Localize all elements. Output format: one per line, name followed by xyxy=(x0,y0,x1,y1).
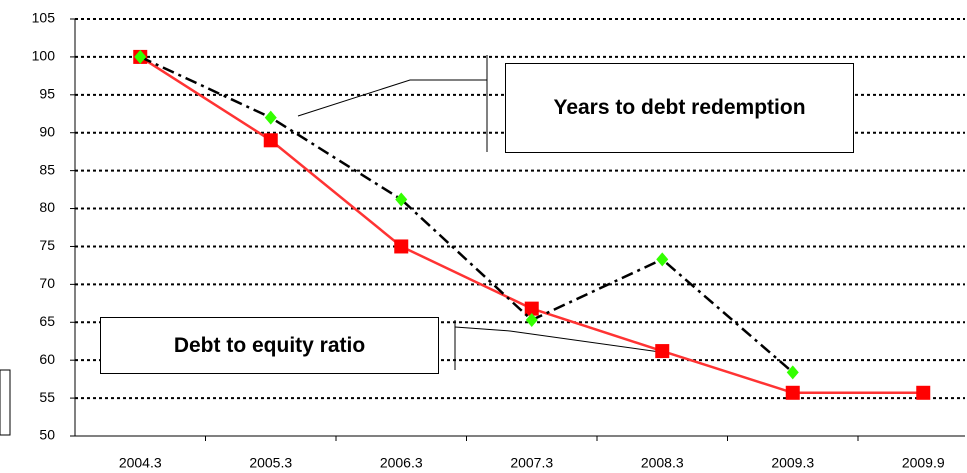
marker xyxy=(785,385,800,400)
marker xyxy=(394,239,409,254)
x-tick-label: 2008.3 xyxy=(641,455,684,471)
y-tick-label: 80 xyxy=(39,199,55,215)
x-tick-label: 2005.3 xyxy=(249,455,292,471)
x-tick-label: 2009.3 xyxy=(771,455,814,471)
y-tick-label: 105 xyxy=(32,10,56,26)
cropped-box xyxy=(0,369,11,436)
series-line xyxy=(139,55,794,374)
marker xyxy=(916,385,931,400)
y-tick-label: 100 xyxy=(32,48,56,64)
series-label: Debt to equity ratio xyxy=(100,317,439,374)
marker xyxy=(395,192,408,207)
y-tick-label: 60 xyxy=(39,351,55,367)
marker xyxy=(524,301,539,316)
x-tick-label: 2006.3 xyxy=(380,455,423,471)
y-tick-label: 65 xyxy=(39,313,55,329)
x-tick-label: 2004.3 xyxy=(119,455,162,471)
y-tick-label: 85 xyxy=(39,161,55,177)
marker xyxy=(264,110,277,125)
marker xyxy=(263,133,278,148)
y-tick-label: 90 xyxy=(39,123,55,139)
y-tick-label: 50 xyxy=(39,427,55,443)
marker xyxy=(134,49,147,64)
marker xyxy=(656,252,669,267)
y-tick-label: 70 xyxy=(39,275,55,291)
y-tick-label: 55 xyxy=(39,389,55,405)
y-tick-label: 75 xyxy=(39,237,55,253)
x-tick-label: 2007.3 xyxy=(510,455,553,471)
marker xyxy=(786,365,799,380)
leader-line xyxy=(297,79,487,117)
leader-line xyxy=(454,326,661,353)
y-tick-label: 95 xyxy=(39,86,55,102)
marker xyxy=(525,312,538,327)
marker xyxy=(655,344,670,359)
x-tick-label: 2009.9 xyxy=(902,455,945,471)
series-label: Years to debt redemption xyxy=(505,63,854,153)
